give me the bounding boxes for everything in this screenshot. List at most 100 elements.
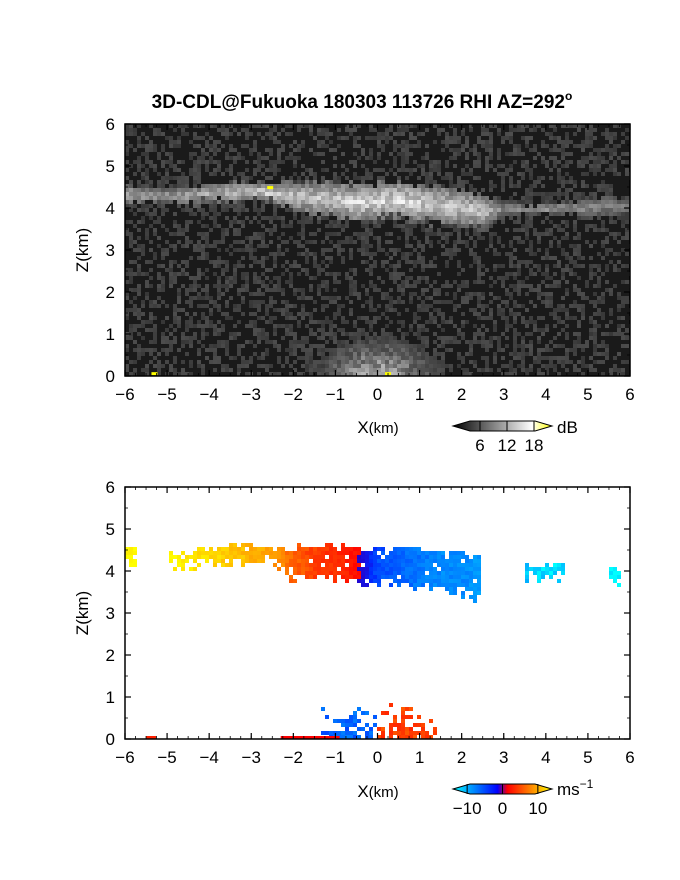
intensity-cell xyxy=(269,304,273,308)
intensity-cell xyxy=(489,156,493,160)
velocity-cell xyxy=(413,547,417,551)
velocity-cell xyxy=(325,543,329,547)
intensity-cell xyxy=(357,136,361,140)
intensity-cell xyxy=(125,268,129,272)
intensity-cell xyxy=(193,136,197,140)
velocity-cell xyxy=(293,551,297,555)
intensity-cell xyxy=(445,132,449,136)
intensity-cell xyxy=(421,368,425,372)
intensity-cell xyxy=(249,152,253,156)
intensity-cell xyxy=(229,180,233,184)
intensity-cell xyxy=(493,184,497,188)
velocity-cell xyxy=(449,591,453,595)
intensity-cell xyxy=(201,148,205,152)
intensity-cell xyxy=(505,364,509,368)
intensity-cell xyxy=(409,124,413,128)
intensity-cell xyxy=(573,244,577,248)
intensity-cell xyxy=(381,148,385,152)
intensity-cell xyxy=(221,344,225,348)
velocity-cell xyxy=(469,575,473,579)
intensity-cell xyxy=(533,232,537,236)
velocity-cell xyxy=(305,571,309,575)
intensity-cell xyxy=(417,240,421,244)
intensity-cell xyxy=(493,320,497,324)
intensity-cell xyxy=(205,132,209,136)
intensity-cell xyxy=(309,232,313,236)
intensity-cell xyxy=(369,136,373,140)
intensity-cell xyxy=(545,208,549,212)
intensity-cell xyxy=(357,344,361,348)
intensity-cell xyxy=(405,168,409,172)
velocity-cell xyxy=(353,571,357,575)
intensity-cell xyxy=(205,256,209,260)
intensity-cell xyxy=(453,192,457,196)
intensity-cell xyxy=(301,268,305,272)
intensity-cell xyxy=(213,332,217,336)
intensity-cell xyxy=(125,308,129,312)
intensity-cell xyxy=(197,220,201,224)
intensity-cell xyxy=(529,340,533,344)
intensity-cell xyxy=(325,264,329,268)
intensity-cell xyxy=(309,276,313,280)
intensity-cell xyxy=(141,324,145,328)
intensity-cell xyxy=(465,216,469,220)
intensity-cell xyxy=(601,220,605,224)
intensity-cell xyxy=(305,184,309,188)
velocity-cell xyxy=(433,583,437,587)
intensity-cell xyxy=(353,320,357,324)
intensity-cell xyxy=(345,368,349,372)
intensity-cell xyxy=(177,188,181,192)
intensity-cell xyxy=(309,296,313,300)
intensity-cell xyxy=(625,344,629,348)
velocity-cell xyxy=(293,579,297,583)
intensity-cell xyxy=(273,200,277,204)
velocity-cell xyxy=(341,555,345,559)
intensity-cell xyxy=(525,324,529,328)
velocity-cell xyxy=(373,571,377,575)
intensity-cell xyxy=(369,200,373,204)
intensity-cell xyxy=(205,160,209,164)
intensity-cell xyxy=(513,220,517,224)
intensity-cell xyxy=(413,192,417,196)
intensity-cell xyxy=(621,224,625,228)
intensity-cell xyxy=(361,364,365,368)
intensity-cell xyxy=(437,228,441,232)
intensity-cell xyxy=(393,184,397,188)
intensity-cell xyxy=(169,196,173,200)
intensity-cell xyxy=(597,160,601,164)
intensity-cell xyxy=(321,364,325,368)
intensity-cell xyxy=(221,240,225,244)
velocity-cell xyxy=(393,567,397,571)
intensity-cell xyxy=(153,220,157,224)
intensity-cell xyxy=(257,292,261,296)
intensity-cell xyxy=(153,144,157,148)
intensity-cell xyxy=(185,236,189,240)
intensity-cell xyxy=(373,192,377,196)
intensity-cell xyxy=(321,160,325,164)
velocity-cell xyxy=(349,575,353,579)
intensity-cell xyxy=(205,284,209,288)
intensity-cell xyxy=(161,348,165,352)
intensity-cell xyxy=(185,184,189,188)
intensity-cell xyxy=(197,176,201,180)
intensity-cell xyxy=(349,188,353,192)
intensity-cell xyxy=(221,236,225,240)
intensity-cell xyxy=(269,268,273,272)
intensity-cell xyxy=(513,328,517,332)
intensity-cell xyxy=(345,128,349,132)
velocity-cell xyxy=(397,731,401,735)
intensity-cell xyxy=(621,264,625,268)
velocity-cell xyxy=(333,567,337,571)
intensity-cell xyxy=(161,196,165,200)
intensity-cell xyxy=(221,144,225,148)
intensity-cell xyxy=(345,212,349,216)
intensity-cell xyxy=(565,144,569,148)
intensity-cell xyxy=(477,232,481,236)
intensity-cell xyxy=(249,220,253,224)
intensity-cell xyxy=(429,304,433,308)
intensity-cell xyxy=(509,360,513,364)
intensity-cell xyxy=(225,288,229,292)
intensity-cell xyxy=(189,172,193,176)
intensity-cell xyxy=(441,204,445,208)
intensity-cell xyxy=(369,208,373,212)
